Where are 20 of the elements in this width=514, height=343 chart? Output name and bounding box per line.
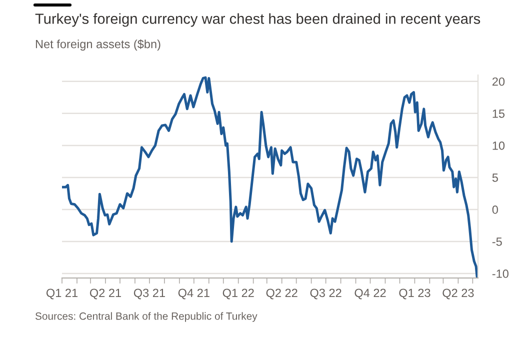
y-tick-label: 15: [492, 110, 505, 118]
y-tick-label: -10: [492, 270, 508, 278]
x-tick-label: Q3 22: [310, 288, 342, 300]
x-tick-label: Q4 21: [178, 288, 210, 300]
x-tick-label: Q1 21: [46, 288, 78, 300]
x-tick-label: Q1 23: [399, 288, 430, 300]
x-tick-label: Q3 21: [134, 288, 165, 300]
x-tick-label: Q2 21: [90, 288, 121, 300]
x-tick-label: Q1 22: [222, 288, 254, 300]
x-tick-label: Q4 22: [354, 288, 386, 300]
chart-title: Turkey's foreign currency war chest has been drained in recent years: [35, 13, 480, 27]
y-tick-label: 10: [492, 141, 505, 150]
y-tick-label: 20: [492, 77, 505, 86]
source-note: Sources: Central Bank of the Republic of Turkey: [35, 312, 258, 322]
chart-subtitle: Net foreign assets ($bn): [36, 39, 160, 51]
y-tick-label: -5: [492, 238, 502, 246]
x-tick-label: Q2 23: [442, 288, 474, 300]
y-tick-label: 0: [492, 206, 498, 214]
y-tick-label: 5: [492, 174, 498, 182]
x-tick-label: Q2 22: [266, 288, 298, 300]
